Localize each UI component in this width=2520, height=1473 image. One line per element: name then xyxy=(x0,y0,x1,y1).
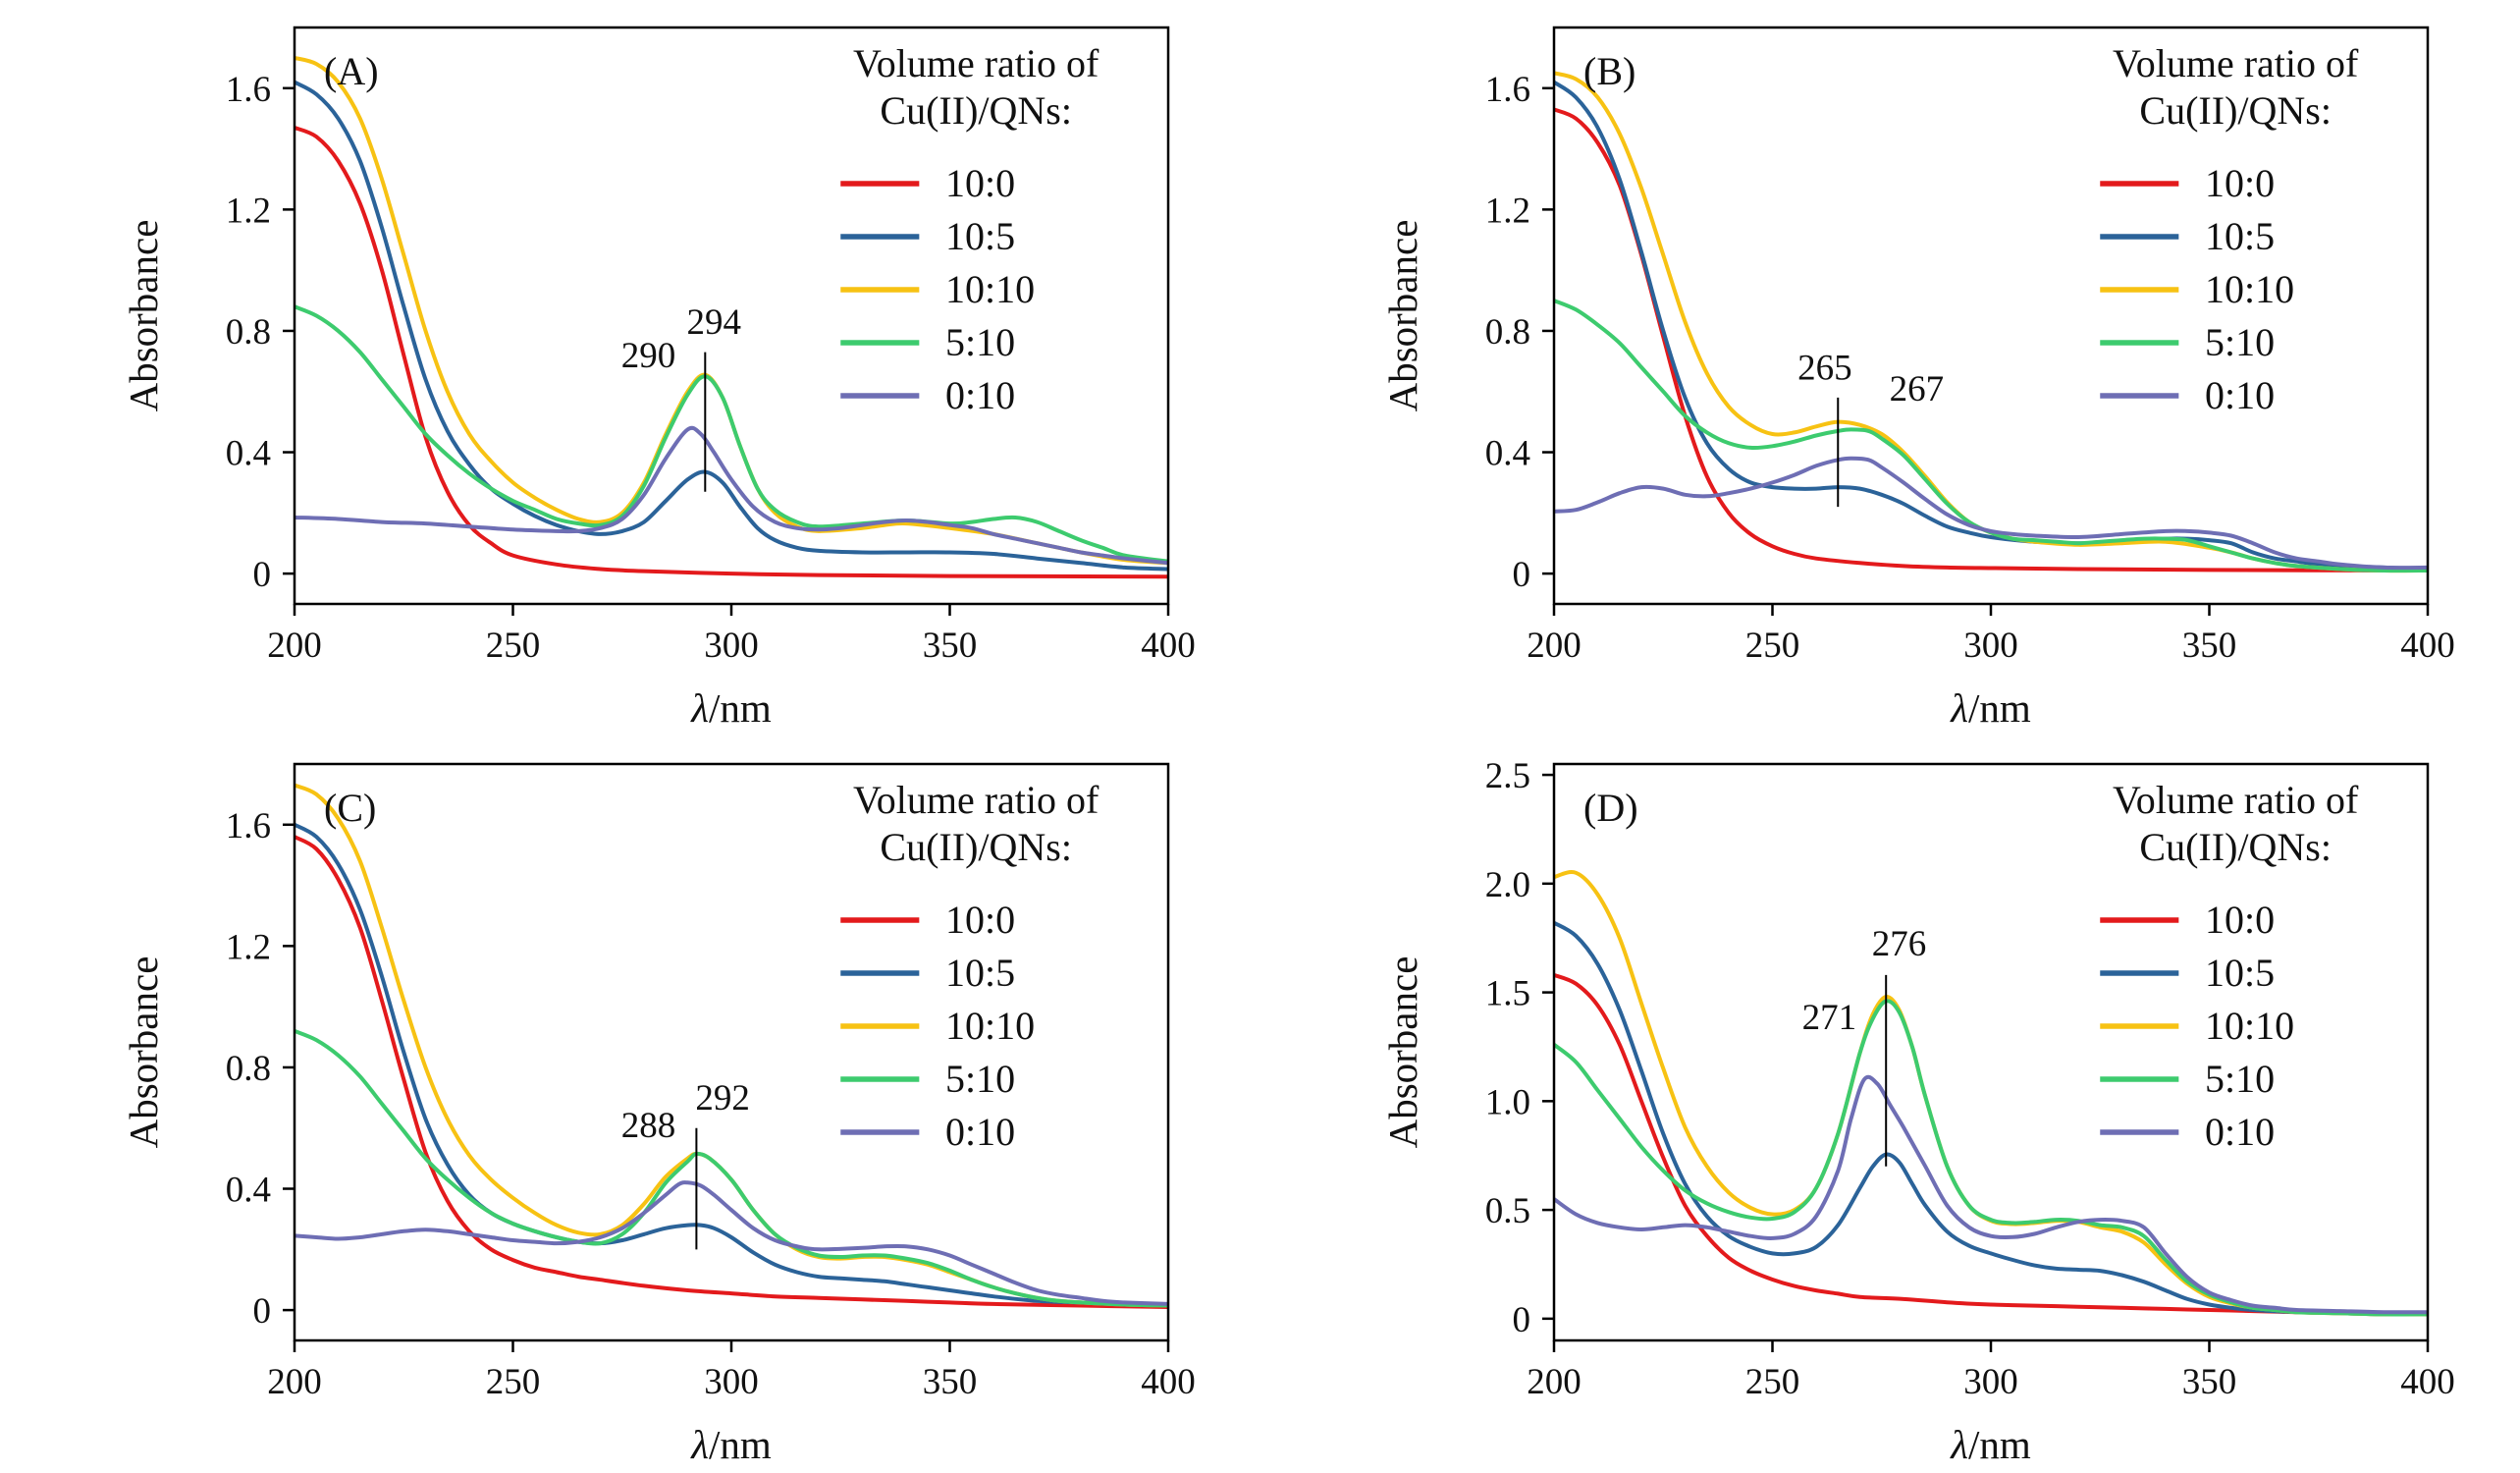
panel-letter: (C) xyxy=(324,786,376,830)
legend-label: 5:10 xyxy=(2205,1057,2275,1101)
y-tick-label: 0.4 xyxy=(226,1171,271,1211)
legend-label: 0:10 xyxy=(945,1110,1015,1154)
y-tick-label: 0.4 xyxy=(226,434,271,474)
y-tick-label: 1.2 xyxy=(1485,191,1530,231)
legend-label: 5:10 xyxy=(2205,320,2275,364)
legend-label: 10:0 xyxy=(945,161,1015,205)
legend-title-line2: Cu(II)/QNs: xyxy=(880,825,1072,869)
panel-d-cell: 200 250 300 350 400 0 0.5 1.0 1.5 2.0 2.5 λ/nm Absor… xyxy=(1260,736,2519,1473)
y-tick-label: 2.0 xyxy=(1485,865,1530,905)
legend-label: 10:10 xyxy=(945,1004,1035,1048)
legend-label: 10:0 xyxy=(2205,898,2275,942)
legend-title-line2: Cu(II)/QNs: xyxy=(2139,825,2332,869)
legend-label: 10:5 xyxy=(945,951,1015,995)
peak-annotation: 271 xyxy=(1802,998,1857,1038)
y-tick-label: 1.5 xyxy=(1485,974,1530,1014)
legend-title-line1: Volume ratio of xyxy=(853,41,1099,85)
peak-annotation: 292 xyxy=(695,1078,750,1118)
peak-annotation: 267 xyxy=(1890,369,1945,409)
y-axis-label: Absorbance xyxy=(1380,956,1425,1149)
y-tick-label: 1.2 xyxy=(226,927,271,967)
x-tick-label: 200 xyxy=(1527,1362,1582,1402)
legend-label: 0:10 xyxy=(945,373,1015,417)
legend-label: 0:10 xyxy=(2205,373,2275,417)
y-tick-label: 0.8 xyxy=(226,1049,271,1089)
legend-label: 10:10 xyxy=(2205,267,2294,311)
x-tick-label: 200 xyxy=(267,626,322,666)
x-axis-label: λ/nm xyxy=(1950,1422,2031,1467)
y-tick-label: 1.0 xyxy=(1485,1082,1530,1122)
x-tick-label: 250 xyxy=(1745,1362,1800,1402)
y-tick-label: 0.8 xyxy=(226,312,271,353)
x-axis-label: λ/nm xyxy=(1950,685,2031,731)
chart-panel-d: 200 250 300 350 400 0 0.5 1.0 1.5 2.0 2.5 λ/nm Absor… xyxy=(1380,756,2455,1467)
x-tick-label: 400 xyxy=(2400,1362,2455,1402)
y-axis-label: Absorbance xyxy=(121,220,166,412)
x-tick-label: 200 xyxy=(1527,626,1582,666)
legend-label: 0:10 xyxy=(2205,1110,2275,1154)
x-axis-label: λ/nm xyxy=(690,685,772,731)
x-tick-label: 300 xyxy=(1963,626,2018,666)
panel-a-cell: 200 250 300 350 400 0 0.4 0.8 1.2 1.6 λ/nm Absorban… xyxy=(0,0,1260,736)
y-tick-label: 0.8 xyxy=(1485,312,1530,353)
y-tick-label: 0 xyxy=(253,555,272,595)
peak-annotation: 265 xyxy=(1797,348,1852,388)
chart-panel-b: 200 250 300 350 400 0 0.4 0.8 1.2 1.6 λ/nm Absorban… xyxy=(1380,26,2455,731)
legend-label: 10:10 xyxy=(2205,1004,2294,1048)
x-tick-label: 250 xyxy=(1745,626,1800,666)
x-tick-label: 300 xyxy=(704,626,759,666)
x-tick-label: 350 xyxy=(923,1362,978,1402)
peak-annotation: 290 xyxy=(621,336,676,376)
x-tick-label: 300 xyxy=(1963,1362,2018,1402)
x-tick-label: 400 xyxy=(2400,626,2455,666)
chart-panel-c: 200 250 300 350 400 0 0.4 0.8 1.2 1.6 λ/nm Absorban… xyxy=(121,762,1196,1467)
panel-letter: (D) xyxy=(1583,786,1638,830)
legend-label: 10:5 xyxy=(945,214,1015,258)
y-axis-label: Absorbance xyxy=(1380,220,1425,412)
peak-annotation: 294 xyxy=(686,302,741,343)
y-tick-label: 1.6 xyxy=(226,806,271,846)
y-tick-label: 1.6 xyxy=(226,70,271,110)
x-tick-label: 350 xyxy=(2182,1362,2237,1402)
legend-title-line1: Volume ratio of xyxy=(2113,41,2359,85)
y-tick-label: 0 xyxy=(1513,555,1531,595)
panel-letter: (B) xyxy=(1583,49,1635,93)
y-tick-label: 0 xyxy=(253,1291,272,1332)
x-axis-label: λ/nm xyxy=(690,1422,772,1467)
x-tick-label: 350 xyxy=(2182,626,2237,666)
y-tick-label: 0 xyxy=(1513,1300,1531,1340)
legend-label: 10:5 xyxy=(2205,951,2275,995)
legend-title-line2: Cu(II)/QNs: xyxy=(880,88,1072,133)
legend-title-line1: Volume ratio of xyxy=(2113,778,2359,822)
y-tick-label: 1.2 xyxy=(226,191,271,231)
legend-label: 5:10 xyxy=(945,1057,1015,1101)
chart-panel-a: 200 250 300 350 400 0 0.4 0.8 1.2 1.6 λ/nm Absorban… xyxy=(121,26,1196,731)
x-tick-label: 250 xyxy=(486,1362,541,1402)
panel-b-cell: 200 250 300 350 400 0 0.4 0.8 1.2 1.6 λ/nm Absorban… xyxy=(1260,0,2519,736)
legend-label: 10:0 xyxy=(945,898,1015,942)
y-tick-label: 2.5 xyxy=(1485,756,1530,796)
legend-title-line2: Cu(II)/QNs: xyxy=(2139,88,2332,133)
x-tick-label: 250 xyxy=(486,626,541,666)
x-tick-label: 350 xyxy=(923,626,978,666)
x-tick-label: 400 xyxy=(1141,1362,1196,1402)
x-tick-label: 300 xyxy=(704,1362,759,1402)
y-tick-label: 0.5 xyxy=(1485,1191,1530,1231)
x-tick-label: 400 xyxy=(1141,626,1196,666)
panel-c-cell: 200 250 300 350 400 0 0.4 0.8 1.2 1.6 λ/nm Absorban… xyxy=(0,736,1260,1473)
peak-annotation: 288 xyxy=(621,1106,676,1146)
y-tick-label: 0.4 xyxy=(1485,434,1530,474)
legend-title-line1: Volume ratio of xyxy=(853,778,1099,822)
peak-annotation: 276 xyxy=(1872,924,1927,964)
y-tick-label: 1.6 xyxy=(1485,70,1530,110)
panel-letter: (A) xyxy=(324,49,379,93)
legend-label: 10:5 xyxy=(2205,214,2275,258)
legend-label: 10:10 xyxy=(945,267,1035,311)
legend-label: 10:0 xyxy=(2205,161,2275,205)
legend-label: 5:10 xyxy=(945,320,1015,364)
y-axis-label: Absorbance xyxy=(121,956,166,1149)
x-tick-label: 200 xyxy=(267,1362,322,1402)
